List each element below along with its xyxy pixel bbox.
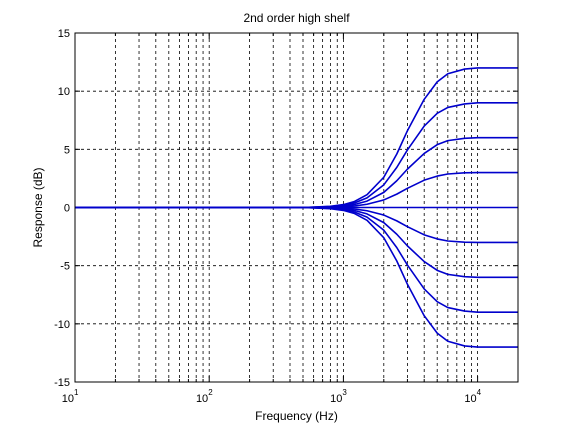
x-tick-label-exponent: 3 [342,388,347,397]
y-tick-label: 10 [58,86,70,98]
x-tick-label: 101 [62,388,79,405]
x-tick-label-base: 10 [62,393,74,405]
y-tick-labels: 15 10 5 0 -5 -10 -15 [54,28,70,389]
x-tick-label-base: 10 [464,393,476,405]
x-tick-label-exponent: 4 [477,388,482,397]
y-tick-label: -15 [54,377,70,389]
x-tick-label: 104 [464,388,481,405]
x-tick-label-base: 10 [330,393,342,405]
x-tick-label-exponent: 2 [208,388,213,397]
y-tick-label: -10 [54,319,70,331]
plot-frame [74,32,519,383]
x-tick-label: 103 [330,388,347,405]
y-tick-label: -5 [60,261,70,273]
y-tick-label: 5 [64,144,70,156]
x-tick-label-exponent: 1 [74,388,79,397]
y-axis-label: Response (dB) [31,167,45,247]
chart-title: 2nd order high shelf [243,11,350,25]
y-tick-label: 0 [64,203,70,215]
y-tick-label: 15 [58,28,70,40]
x-tick-label-base: 10 [196,393,208,405]
x-tick-label: 102 [196,388,213,405]
series-lines [75,67,518,348]
x-axis-label: Frequency (Hz) [255,409,338,423]
series-line [75,206,518,348]
